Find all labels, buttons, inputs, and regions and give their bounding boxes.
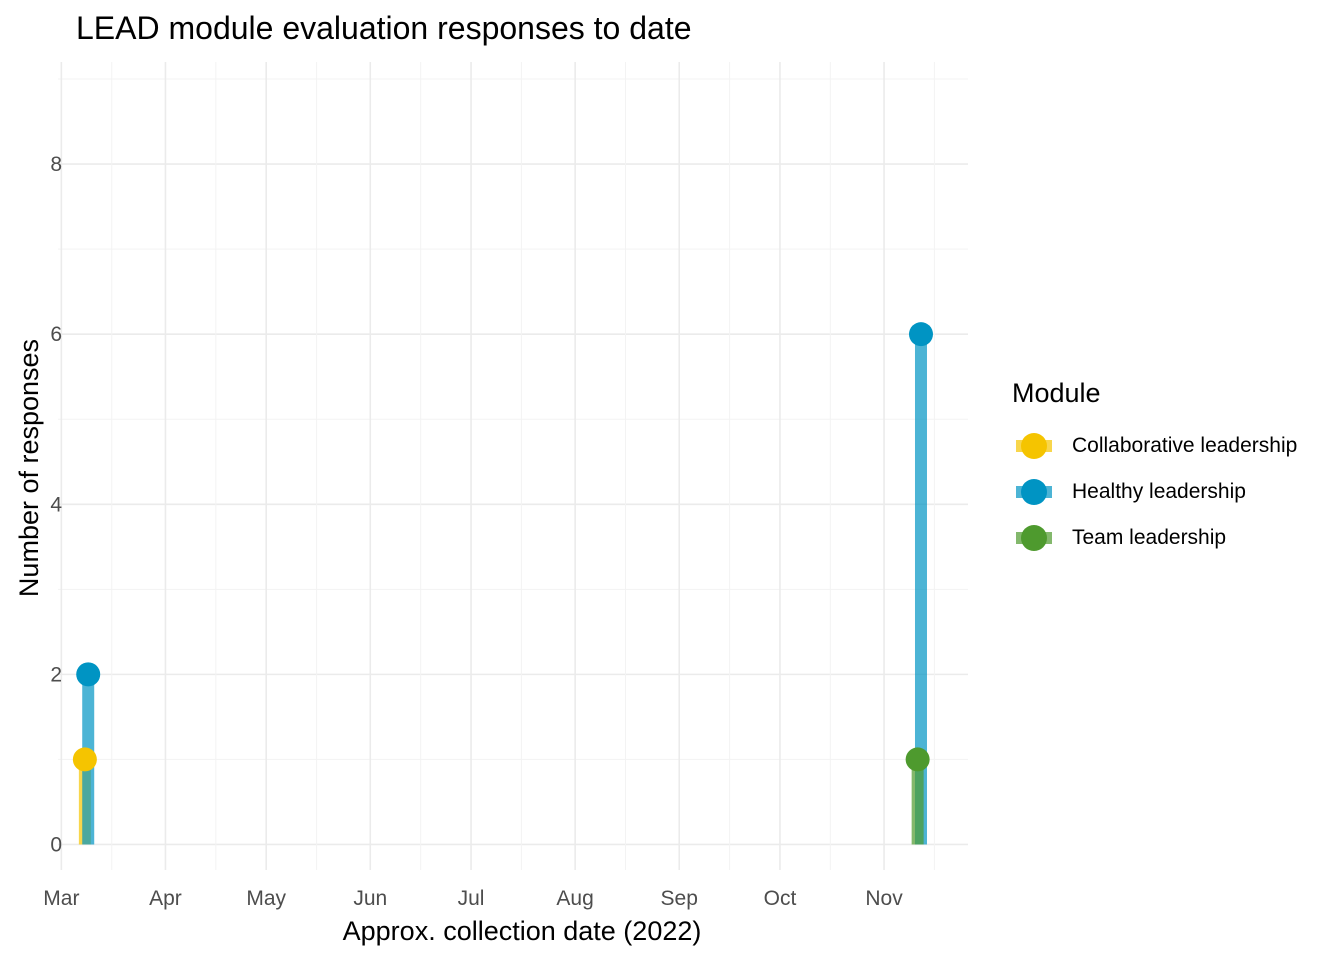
chart-title: LEAD module evaluation responses to date (76, 10, 692, 46)
legend-key (1012, 523, 1056, 553)
x-tick-label: Aug (556, 887, 593, 910)
legend-key-dot (1021, 525, 1047, 551)
legend-key-dot (1021, 479, 1047, 505)
point-healthy-leadership (908, 322, 933, 347)
point-team-leadership (905, 747, 930, 772)
x-tick-label: Mar (43, 887, 79, 910)
data-marks (72, 322, 933, 845)
y-tick-label: 8 (50, 153, 62, 176)
stem-healthy-leadership (914, 334, 927, 845)
legend-key (1012, 477, 1056, 507)
stem-team-leadership (911, 759, 924, 845)
point-collaborative-leadership (72, 747, 97, 772)
legend-key-dot (1021, 433, 1047, 459)
x-tick-label: Sep (661, 887, 698, 910)
legend-key (1012, 431, 1056, 461)
y-tick-label: 2 (50, 663, 62, 686)
y-tick-label: 6 (50, 323, 62, 346)
x-tick-label: May (246, 887, 286, 910)
x-tick-label: Oct (764, 887, 797, 910)
legend-item: Collaborative leadership (1012, 423, 1297, 469)
x-tick-label: Jul (458, 887, 485, 910)
legend: Module Collaborative leadership Healthy l… (1012, 378, 1297, 561)
point-healthy-leadership (76, 662, 101, 687)
legend-item: Team leadership (1012, 515, 1297, 561)
x-tick-label: Jun (353, 887, 387, 910)
gridlines (58, 62, 968, 870)
y-tick-label: 0 (50, 833, 62, 856)
legend-title: Module (1012, 378, 1101, 408)
y-axis-title: Number of responses (14, 339, 44, 597)
x-axis-title: Approx. collection date (2022) (343, 916, 702, 946)
legend-label: Collaborative leadership (1072, 434, 1298, 457)
legend-label: Healthy leadership (1072, 480, 1246, 503)
legend-label: Team leadership (1072, 526, 1227, 549)
y-tick-label: 4 (50, 493, 62, 516)
x-tick-label: Nov (865, 887, 903, 910)
x-tick-label: Apr (149, 887, 182, 910)
tick-labels: 0 2 4 6 8 Mar Apr May Jun Jul Aug Sep Oct Nov (43, 153, 903, 910)
legend-item: Healthy leadership (1012, 469, 1297, 515)
